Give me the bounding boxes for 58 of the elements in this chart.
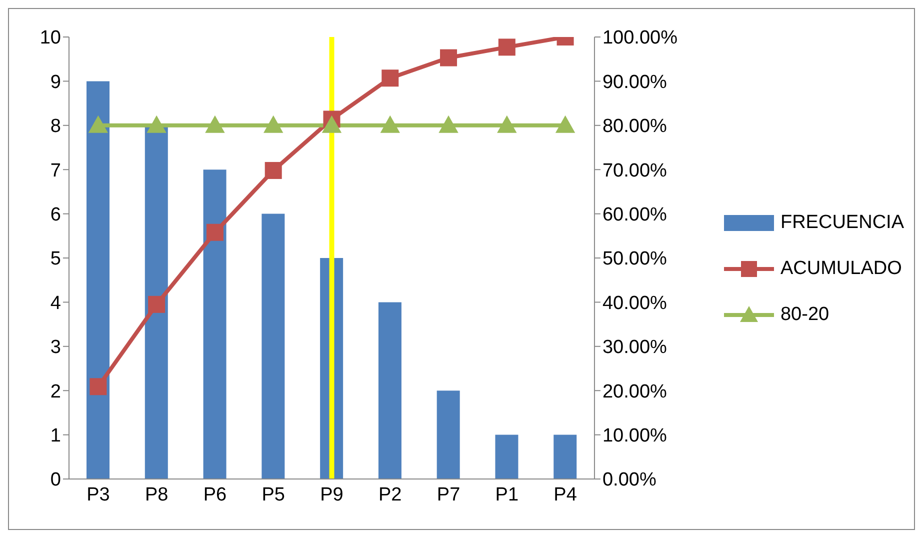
y-tick-label: 4 [50, 292, 62, 314]
y-tick-label: 5 [50, 248, 61, 270]
y-tick-label: 8 [50, 116, 61, 138]
x-tick-label: P6 [203, 484, 227, 506]
y2-tick-label: 0.00% [602, 470, 656, 491]
y-tick-label: 7 [50, 160, 61, 182]
point [380, 116, 400, 133]
bar [86, 81, 110, 479]
y2-tick-label: 40.00% [602, 292, 668, 314]
point [439, 116, 458, 133]
bar [378, 302, 402, 479]
point [206, 224, 224, 241]
y2-tick-label: 10.00% [602, 426, 668, 447]
point [264, 162, 282, 179]
y2-tick-label: 80.00% [602, 116, 668, 138]
y-tick-label: 1 [50, 426, 61, 447]
bar [203, 170, 226, 479]
x-tick-label: P2 [378, 484, 402, 506]
bar [554, 434, 577, 479]
point [264, 116, 283, 133]
x-tick-label: P9 [320, 484, 344, 506]
legend-label: ACUMULADO [780, 258, 902, 280]
legend-label: FRECUENCIA [780, 212, 904, 234]
y-tick-label: 6 [50, 204, 61, 226]
y2-tick-label: 50.00% [602, 248, 668, 270]
y2-tick-label: 30.00% [602, 337, 668, 358]
point [205, 116, 224, 133]
bar [495, 434, 518, 479]
point [90, 378, 107, 396]
y2-tick-label: 70.00% [602, 160, 668, 182]
y2-tick-label: 60.00% [602, 204, 668, 226]
y-tick-label: 9 [50, 72, 61, 93]
x-tick-label: P4 [554, 484, 578, 506]
y-tick-label: 3 [50, 337, 61, 358]
x-tick-label: P7 [436, 484, 460, 506]
y-tick-label: 2 [50, 381, 61, 402]
point [322, 116, 342, 133]
point [88, 116, 108, 133]
point [497, 116, 516, 133]
bar [436, 390, 460, 479]
point [382, 70, 399, 87]
x-tick-label: P5 [262, 484, 285, 506]
y2-tick-label: 20.00% [602, 381, 668, 402]
y2-tick-label: 90.00% [602, 72, 668, 93]
bar [144, 125, 168, 479]
x-tick-label: P1 [495, 484, 519, 506]
x-tick-label: P3 [86, 484, 110, 506]
point [148, 296, 166, 313]
legend-label: 80-20 [780, 304, 830, 326]
point [556, 116, 575, 133]
point [498, 38, 516, 56]
point [440, 49, 458, 66]
y-tick-label: 10 [40, 28, 61, 49]
x-tick-label: P8 [144, 484, 168, 506]
point [147, 116, 166, 133]
y2-tick-label: 100.00% [602, 28, 678, 49]
y-tick-label: 0 [50, 470, 61, 491]
bar [262, 214, 285, 479]
